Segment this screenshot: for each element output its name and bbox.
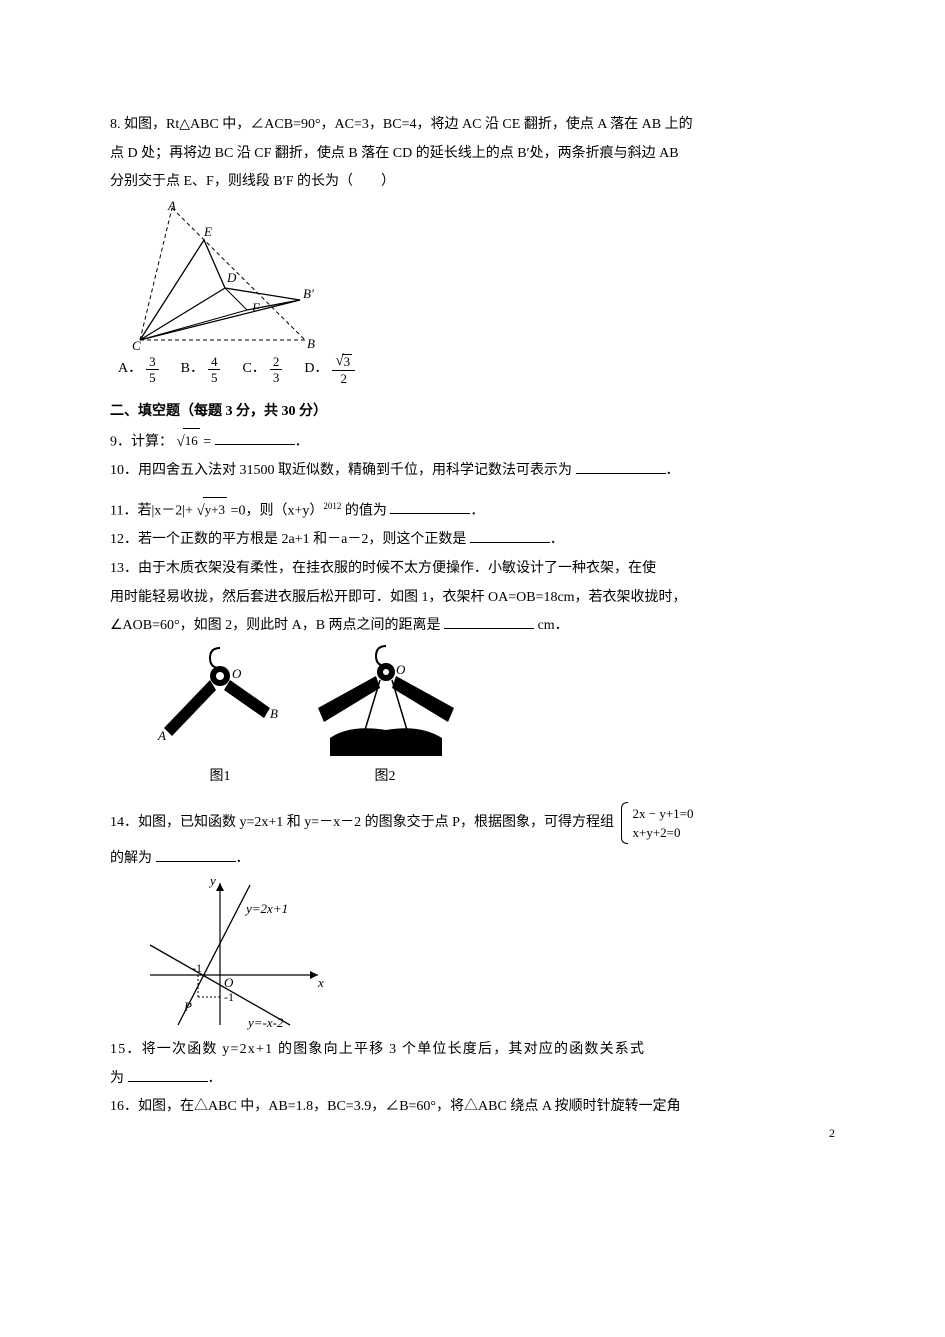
choice-b-label: B．: [181, 356, 204, 383]
q8-figure: A E D B' F C B: [130, 200, 835, 350]
q13-l2: 用时能轻易收拢，然后套进衣服后松开即可．如图 1，衣架杆 OA=OB=18cm，…: [110, 585, 835, 612]
q16: 16．如图，在△ABC 中，AB=1.8，BC=3.9，∠B=60°，将△ABC…: [110, 1094, 835, 1121]
svg-text:y=-x-2: y=-x-2: [246, 1015, 284, 1030]
q8-line1: 8. 如图，Rt△ABC 中，∠ACB=90°，AC=3，BC=4，将边 AC …: [110, 112, 835, 139]
fig-label-D: D: [226, 270, 237, 285]
q11-pre: 11．若|x－2|+: [110, 503, 193, 518]
q14-eq1: 2x − y+1=0: [632, 804, 693, 824]
q9-pre: 9．计算：: [110, 434, 173, 449]
q15-l1: 15．将一次函数 y=2x+1 的图象向上平移 3 个单位长度后，其对应的函数关…: [110, 1037, 835, 1064]
q14-system: 2x − y+1=0 x+y+2=0: [621, 802, 693, 844]
choice-a-label: A．: [118, 356, 142, 383]
svg-text:-1: -1: [192, 961, 202, 975]
q14-figure: y x O -1 -1 P y=2x+1 y=-x-2: [140, 875, 835, 1035]
choice-b-frac: 4 5: [208, 355, 221, 384]
choice-d-frac: 3 2: [332, 354, 355, 386]
q13-blank[interactable]: [444, 614, 534, 629]
q14-eq2: x+y+2=0: [632, 823, 693, 843]
fig-label-C: C: [132, 338, 141, 350]
q13-caption2: 图2: [310, 764, 460, 791]
svg-text:B: B: [414, 728, 422, 743]
q10-blank[interactable]: [576, 459, 666, 474]
q8-choice-a[interactable]: A． 3 5: [118, 355, 159, 384]
q12-text: 12．若一个正数的平方根是 2a+1 和－a－2，则这个正数是: [110, 532, 466, 547]
fig-label-Bp: B': [303, 286, 314, 301]
q13-fig1: O A B 图1: [150, 644, 290, 791]
svg-text:A: A: [157, 728, 166, 743]
svg-text:-1: -1: [224, 990, 234, 1004]
svg-text:y=2x+1: y=2x+1: [244, 901, 288, 916]
fig-label-F: F: [251, 300, 261, 315]
svg-text:P: P: [183, 999, 192, 1014]
q13-l1: 13．由于木质衣架没有柔性，在挂衣服的时候不太方便操作．小敏设计了一种衣架，在使: [110, 556, 835, 583]
svg-text:O: O: [232, 666, 242, 681]
q8-choice-c[interactable]: C． 2 3: [242, 355, 282, 384]
q13-figures: O A B 图1 O A: [150, 644, 835, 791]
svg-text:y: y: [208, 875, 216, 888]
q11-sqrt: y+3: [196, 497, 227, 526]
brace-icon: [621, 802, 628, 844]
q11-post: 的值为: [345, 503, 387, 518]
q9-blank[interactable]: [215, 430, 295, 445]
q11: 11．若|x－2|+ y+3 =0，则（x+y）2012 的值为 ．: [110, 497, 835, 526]
svg-text:O: O: [224, 975, 234, 990]
q8-choice-b[interactable]: B． 4 5: [181, 355, 221, 384]
q11-mid: =0，则（x+y）: [231, 503, 324, 518]
q11-blank[interactable]: [390, 499, 470, 514]
fig-label-A: A: [167, 200, 176, 213]
q14-l2: 的解为 ．: [110, 846, 835, 873]
q11-exp: 2012: [323, 501, 341, 511]
svg-text:B: B: [270, 706, 278, 721]
q12: 12．若一个正数的平方根是 2a+1 和－a－2，则这个正数是 ．: [110, 527, 835, 554]
q14-text-pre: 14．如图，已知函数 y=2x+1 和 y=－x－2 的图象交于点 P，根据图象…: [110, 816, 614, 831]
q15-l2: 为 ．: [110, 1066, 835, 1093]
q10: 10．用四舍五入法对 31500 取近似数，精确到千位，用科学记数法可表示为 ．: [110, 458, 835, 485]
q15-l2-text: 为: [110, 1071, 124, 1086]
q15-blank[interactable]: [128, 1067, 208, 1082]
q9-post: =: [203, 434, 211, 449]
choice-c-label: C．: [242, 356, 265, 383]
fig-label-E: E: [203, 224, 212, 239]
fig-label-B: B: [307, 336, 315, 350]
choice-d-label: D．: [304, 356, 328, 383]
choice-a-frac: 3 5: [146, 355, 159, 384]
section-2-title: 二、填空题（每题 3 分，共 30 分）: [110, 399, 835, 426]
q13-caption1: 图1: [150, 764, 290, 791]
page-number: 2: [829, 1122, 835, 1145]
q9: 9．计算： 16 = ．: [110, 428, 835, 457]
q10-text: 10．用四舍五入法对 31500 取近似数，精确到千位，用科学记数法可表示为: [110, 463, 572, 478]
q13-l3-pre: ∠AOB=60°，如图 2，则此时 A，B 两点之间的距离是: [110, 618, 441, 633]
q13-l3: ∠AOB=60°，如图 2，则此时 A，B 两点之间的距离是 cm．: [110, 613, 835, 640]
q12-blank[interactable]: [470, 528, 550, 543]
page: 8. 如图，Rt△ABC 中，∠ACB=90°，AC=3，BC=4，将边 AC …: [0, 0, 945, 1163]
q8-line2: 点 D 处；再将边 BC 沿 CF 翻折，使点 B 落在 CD 的延长线上的点 …: [110, 141, 835, 168]
svg-text:O: O: [396, 662, 406, 677]
q8-choice-d[interactable]: D． 3 2: [304, 354, 355, 386]
svg-text:x: x: [317, 975, 324, 990]
svg-text:A: A: [353, 728, 362, 743]
q9-sqrt: 16: [177, 428, 200, 457]
q8-line3: 分别交于点 E、F，则线段 B′F 的长为（ ）: [110, 169, 835, 196]
q8-choices: A． 3 5 B． 4 5 C． 2 3 D． 3 2: [118, 354, 835, 386]
choice-c-frac: 2 3: [270, 355, 283, 384]
q14-blank[interactable]: [156, 847, 236, 862]
q13-fig2: O A B 图2: [310, 644, 460, 791]
q14-l1: 14．如图，已知函数 y=2x+1 和 y=－x－2 的图象交于点 P，根据图象…: [110, 802, 835, 844]
q13-l3-post: cm．: [538, 618, 569, 633]
q14-l2-text: 的解为: [110, 851, 152, 866]
